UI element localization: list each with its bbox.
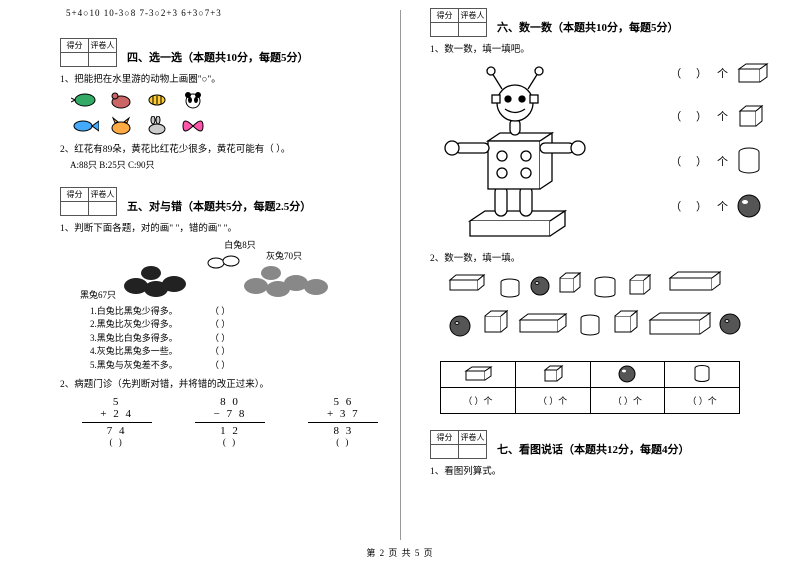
s7-q1: 1、看图列算式。 bbox=[430, 463, 770, 477]
white-rabbit-label: 白兔8只 bbox=[80, 238, 400, 251]
animals-row-2 bbox=[70, 115, 400, 137]
arith-3: 5 6 + 3 7 8 3 ( ) bbox=[308, 396, 378, 447]
arithmetic-problems: 5 + 2 4 7 4 ( ) 8 0 − 7 8 1 2 ( ) 5 6 + … bbox=[60, 396, 400, 447]
section-7-title: 七、看图说话（本题共12分，每题4分） bbox=[497, 441, 690, 459]
arith-2: 8 0 − 7 8 1 2 ( ) bbox=[195, 396, 265, 447]
shape-count-list: （ ）个 （ ）个 （ ）个 （ ）个 bbox=[670, 61, 770, 237]
table-sphere-icon bbox=[590, 362, 665, 388]
s5-q1: 1、判断下面各题，对的画" "，错的画" "。 bbox=[60, 220, 400, 234]
animal-rabbit-icon bbox=[142, 115, 172, 137]
s4-q2-options: A:88只 B:25只 C:90只 bbox=[70, 159, 400, 173]
table-cube-icon bbox=[515, 362, 590, 388]
score-table: 得分评卷人 bbox=[60, 187, 117, 216]
animal-panda-icon bbox=[178, 89, 208, 111]
score-table: 得分评卷人 bbox=[430, 430, 487, 459]
animal-fish-icon bbox=[70, 115, 100, 137]
animal-mouse-icon bbox=[106, 89, 136, 111]
section-6-header: 得分评卷人 六、数一数（本题共10分，每题5分） bbox=[430, 8, 770, 37]
score-table: 得分评卷人 bbox=[60, 38, 117, 67]
right-column: 得分评卷人 六、数一数（本题共10分，每题5分） 1、数一数，填一填吧。 bbox=[415, 8, 770, 540]
black-rabbit-label: 黑兔67只 bbox=[80, 288, 116, 301]
score-table: 得分评卷人 bbox=[430, 8, 487, 37]
table-cuboid-icon bbox=[441, 362, 516, 388]
rabbits-figure: 白兔8只 黑兔67只 灰兔70只 bbox=[80, 238, 400, 301]
gray-rabbit-label: 灰兔70只 bbox=[266, 251, 302, 261]
page-footer: 第 2 页 共 5 页 bbox=[0, 546, 800, 559]
animal-bird-icon bbox=[70, 89, 100, 111]
sphere-icon bbox=[736, 193, 762, 219]
s4-q2: 2、红花有89朵，黄花比红花少很多，黄花可能有（ ）。 bbox=[60, 141, 400, 155]
animal-butterfly-icon bbox=[178, 115, 208, 137]
s6-q2: 2、数一数，填一填。 bbox=[430, 250, 770, 264]
section-4-header: 得分评卷人 四、选一选（本题共10分，每题5分） bbox=[60, 38, 400, 67]
robot-area: （ ）个 （ ）个 （ ）个 （ ）个 bbox=[440, 61, 770, 246]
table-blank: （ ）个 bbox=[441, 388, 516, 414]
arith-1: 5 + 2 4 7 4 ( ) bbox=[82, 396, 152, 447]
shape-count-table: （ ）个 （ ）个 （ ）个 （ ）个 bbox=[440, 361, 740, 414]
cuboid-count-row: （ ）个 bbox=[670, 61, 770, 85]
score-label: 得分 bbox=[61, 39, 89, 53]
section-4-title: 四、选一选（本题共10分，每题5分） bbox=[127, 49, 309, 67]
cuboid-icon bbox=[736, 61, 770, 85]
s4-q1: 1、把能把在水里游的动物上画圈"○"。 bbox=[60, 71, 400, 85]
grader-label: 评卷人 bbox=[89, 39, 117, 53]
table-cylinder-icon bbox=[665, 362, 740, 388]
cube-count-row: （ ）个 bbox=[670, 103, 770, 129]
rabbits-illustration-icon: 灰兔70只 bbox=[116, 251, 336, 301]
s5-q2: 2、病题门诊（先判断对错，并将错的改正过来）。 bbox=[60, 376, 400, 390]
cylinder-count-row: （ ）个 bbox=[670, 147, 770, 175]
section-6-title: 六、数一数（本题共10分，每题5分） bbox=[497, 19, 679, 37]
table-blank: （ ）个 bbox=[665, 388, 740, 414]
table-blank: （ ）个 bbox=[590, 388, 665, 414]
mixed-shapes-icon bbox=[440, 268, 750, 350]
cube-icon bbox=[736, 103, 766, 129]
judge-list: 1.白兔比黑兔少得多。（ ） 2.黑兔比灰兔少得多。（ ） 3.黑兔比白兔多得多… bbox=[90, 305, 400, 373]
table-blank: （ ）个 bbox=[515, 388, 590, 414]
column-divider bbox=[400, 10, 401, 540]
sphere-count-row: （ ）个 bbox=[670, 193, 770, 219]
section-7-header: 得分评卷人 七、看图说话（本题共12分，每题4分） bbox=[430, 430, 770, 459]
animal-cat-icon bbox=[106, 115, 136, 137]
cylinder-icon bbox=[736, 147, 762, 175]
section-5-title: 五、对与错（本题共5分，每题2.5分） bbox=[127, 198, 311, 216]
robot-figure-icon bbox=[440, 61, 595, 246]
comparison-expressions: 5+4○10 10-3○8 7-3○2+3 6+3○7+3 bbox=[60, 8, 400, 18]
s6-q1: 1、数一数，填一填吧。 bbox=[430, 41, 770, 55]
left-column: 5+4○10 10-3○8 7-3○2+3 6+3○7+3 得分评卷人 四、选一… bbox=[60, 8, 415, 540]
animals-row-1 bbox=[70, 89, 400, 111]
animal-bee-icon bbox=[142, 89, 172, 111]
section-5-header: 得分评卷人 五、对与错（本题共5分，每题2.5分） bbox=[60, 187, 400, 216]
